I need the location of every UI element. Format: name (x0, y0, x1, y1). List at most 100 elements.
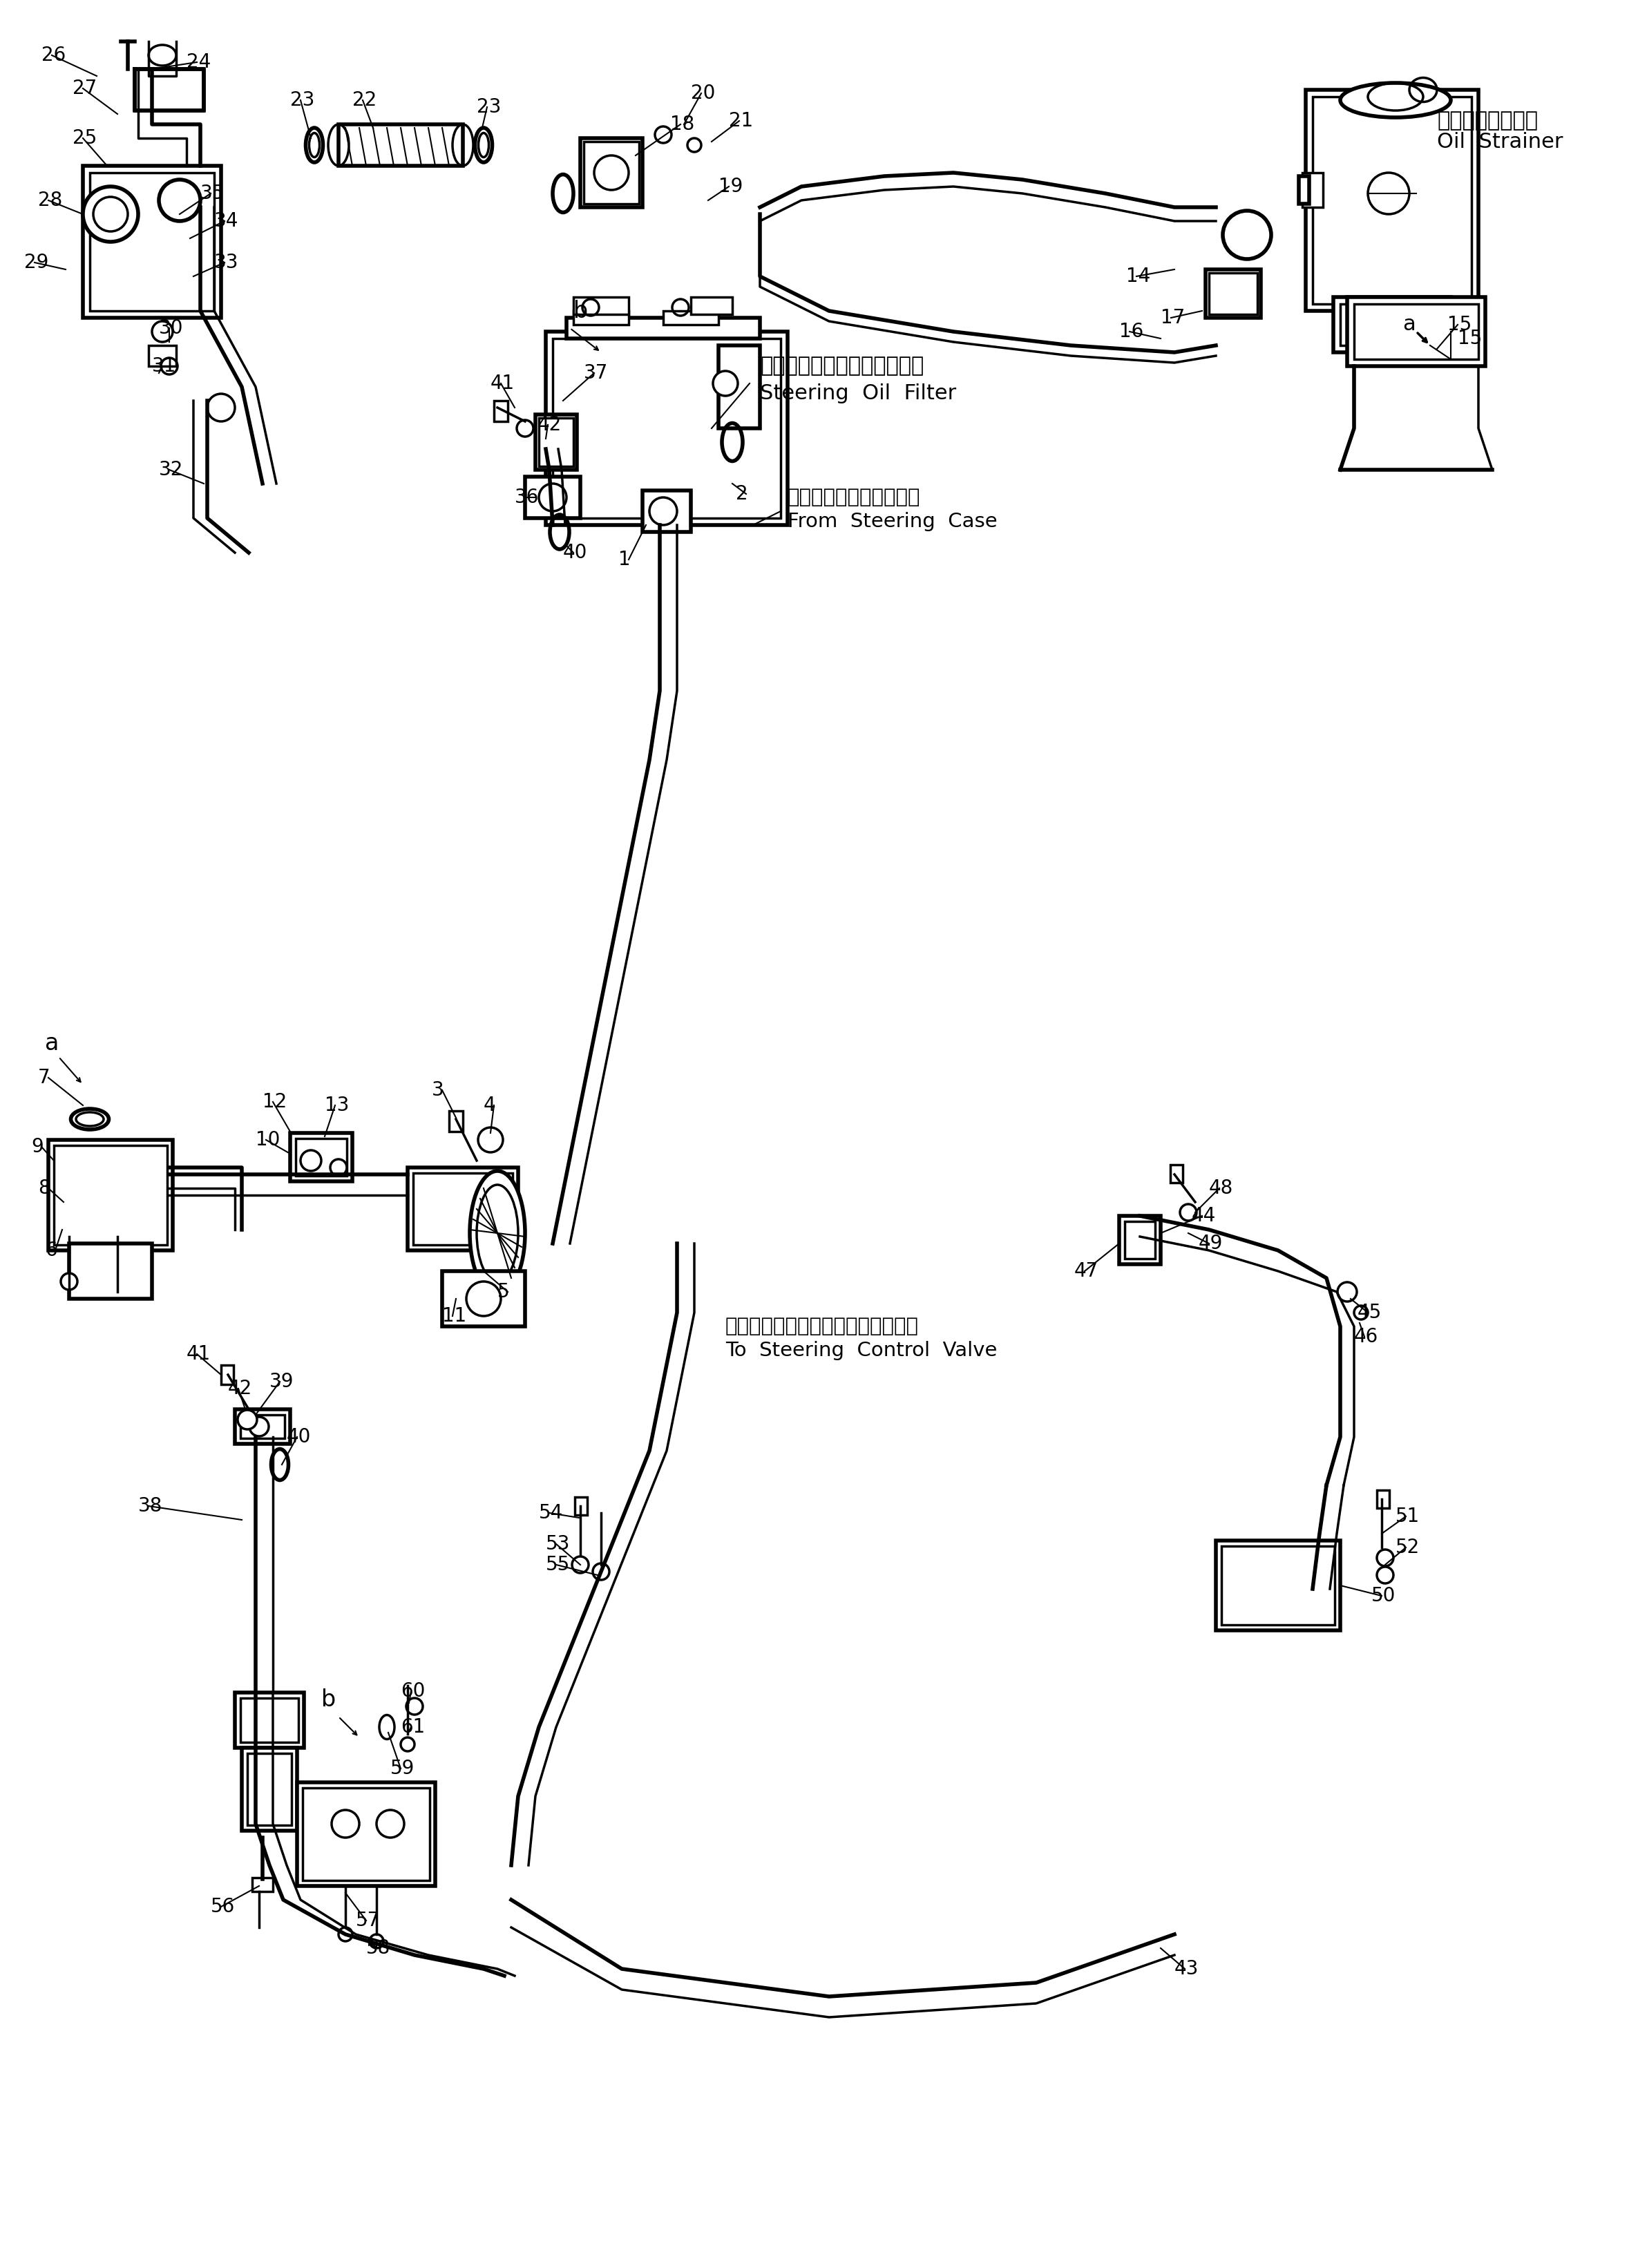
Text: 25: 25 (72, 129, 97, 147)
Text: To  Steering  Control  Valve: To Steering Control Valve (726, 1340, 998, 1361)
Text: ステアリングオイルフィルタ: ステアリングオイルフィルタ (760, 356, 924, 376)
Bar (580, 138, 642, 206)
Text: 41: 41 (490, 374, 514, 392)
Ellipse shape (1340, 84, 1451, 118)
Bar (495, 401, 508, 422)
Text: 59: 59 (390, 1760, 414, 1778)
Bar (296, 1139, 347, 1175)
Text: Steering  Oil  Filter: Steering Oil Filter (760, 383, 957, 404)
Bar (1346, 297, 1486, 365)
Text: 17: 17 (1161, 308, 1184, 327)
Text: a: a (1402, 315, 1415, 336)
Bar (1170, 1166, 1183, 1182)
Text: 19: 19 (719, 177, 744, 197)
Circle shape (593, 1563, 609, 1581)
Text: 35: 35 (200, 184, 224, 204)
Text: 60: 60 (401, 1681, 426, 1701)
Text: 4: 4 (483, 1095, 496, 1116)
Text: 33: 33 (215, 252, 239, 272)
Text: 43: 43 (1174, 1960, 1199, 1978)
Text: 55: 55 (545, 1556, 570, 1574)
Bar (1340, 304, 1443, 345)
Text: 9: 9 (31, 1136, 43, 1157)
Text: 51: 51 (1396, 1506, 1420, 1526)
Text: From  Steering  Case: From Steering Case (788, 513, 998, 531)
Text: 29: 29 (25, 252, 49, 272)
Text: 3: 3 (432, 1080, 444, 1100)
Bar (1378, 1490, 1389, 1508)
Text: 26: 26 (41, 45, 66, 66)
Circle shape (1179, 1204, 1196, 1220)
Text: 21: 21 (729, 111, 753, 132)
Circle shape (1378, 1567, 1394, 1583)
Text: 54: 54 (539, 1504, 563, 1522)
Bar (536, 415, 577, 469)
Bar (539, 417, 573, 467)
Text: 49: 49 (1199, 1234, 1224, 1254)
Bar (567, 318, 760, 338)
Text: b: b (573, 299, 588, 322)
Bar (242, 1749, 296, 1830)
Text: 14: 14 (1125, 268, 1150, 286)
Text: 36: 36 (514, 488, 539, 508)
Text: 7: 7 (38, 1068, 51, 1086)
Text: 42: 42 (537, 415, 562, 435)
Ellipse shape (380, 1715, 395, 1740)
Text: 27: 27 (72, 79, 97, 98)
Circle shape (339, 1928, 352, 1941)
Bar (1206, 270, 1261, 318)
Text: オイルストレーナ: オイルストレーナ (1437, 111, 1538, 132)
Bar (1209, 272, 1258, 315)
Text: 52: 52 (1396, 1538, 1420, 1558)
Bar (442, 1270, 526, 1327)
Text: 56: 56 (211, 1896, 236, 1916)
Ellipse shape (470, 1170, 526, 1295)
Text: ステアリングコントロールバルブヘ: ステアリングコントロールバルブヘ (726, 1318, 919, 1336)
Text: 22: 22 (352, 91, 377, 109)
Bar (1302, 172, 1324, 206)
Bar (234, 1408, 290, 1445)
Circle shape (370, 1935, 383, 1948)
Text: 5: 5 (498, 1281, 509, 1302)
Text: 13: 13 (324, 1095, 349, 1116)
Circle shape (238, 1411, 257, 1429)
Text: 41: 41 (187, 1345, 211, 1363)
Text: 23: 23 (477, 98, 501, 116)
Circle shape (713, 372, 737, 397)
Bar (642, 490, 691, 533)
Text: 40: 40 (563, 542, 588, 562)
Text: 38: 38 (138, 1497, 162, 1515)
Bar (49, 1141, 172, 1250)
Bar (247, 1753, 292, 1826)
Bar (1312, 98, 1471, 304)
Bar (408, 1168, 518, 1250)
Text: 16: 16 (1119, 322, 1143, 340)
Text: 6: 6 (44, 1241, 57, 1261)
Bar (545, 331, 788, 524)
Text: 61: 61 (401, 1717, 424, 1737)
Text: a: a (44, 1032, 59, 1055)
Bar (234, 1692, 305, 1749)
Text: 24: 24 (187, 52, 211, 73)
Text: 11: 11 (442, 1306, 467, 1327)
Bar (1355, 304, 1479, 358)
Text: 37: 37 (583, 363, 608, 383)
Text: 12: 12 (262, 1093, 287, 1111)
Bar (1333, 297, 1451, 352)
Circle shape (655, 127, 672, 143)
Bar (69, 1243, 152, 1300)
Text: 58: 58 (367, 1939, 390, 1957)
Bar (303, 1787, 429, 1880)
Bar (573, 297, 629, 315)
Bar (1299, 177, 1309, 204)
Bar (1215, 1540, 1340, 1631)
Text: 40: 40 (287, 1427, 311, 1447)
Text: 10: 10 (256, 1129, 280, 1150)
Bar (134, 68, 203, 111)
Bar (54, 1145, 167, 1245)
Circle shape (159, 179, 200, 220)
Text: Oil  Strainer: Oil Strainer (1437, 132, 1563, 152)
Circle shape (300, 1150, 321, 1170)
Bar (1305, 91, 1479, 311)
Bar (90, 172, 215, 311)
